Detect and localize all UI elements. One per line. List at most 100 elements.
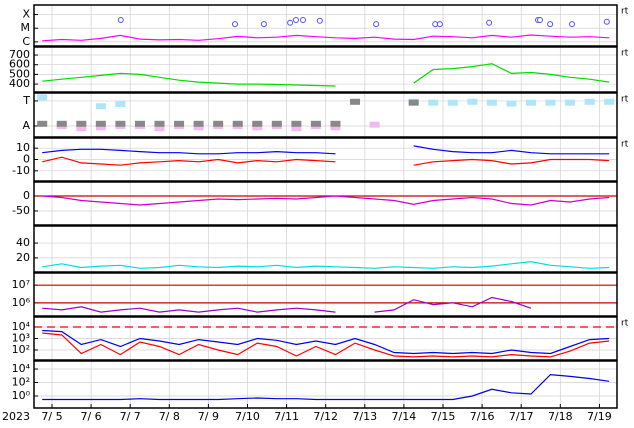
x-tick-label: 7/10 <box>235 410 260 423</box>
panel-frame <box>33 316 618 361</box>
panel-frame <box>33 92 618 138</box>
right-label: rt <box>621 7 629 17</box>
x-tick-label: 7/ 6 <box>80 410 101 423</box>
y-tick-label: -50 <box>12 204 30 217</box>
x-tick-label: 7/16 <box>470 410 495 423</box>
y-tick-label: 0 <box>23 189 30 202</box>
flare-marker <box>569 21 576 28</box>
point <box>76 120 87 127</box>
series-line <box>42 195 610 206</box>
x-tick-label: 7/ 7 <box>120 410 141 423</box>
x-tick-label: 7/12 <box>313 410 338 423</box>
y-tick-label: 10³ <box>12 331 30 344</box>
point <box>408 99 419 106</box>
series-line <box>42 296 532 313</box>
point <box>252 124 263 131</box>
right-label: rt <box>621 49 629 59</box>
point <box>486 99 497 106</box>
series-line <box>42 156 610 166</box>
y-tick-label: 40 <box>16 236 30 249</box>
y-tick-label: 10⁷ <box>12 278 30 291</box>
point <box>37 120 48 127</box>
x-tick-label: 7/11 <box>274 410 299 423</box>
y-tick-label: M <box>21 21 31 34</box>
panel-frame <box>33 272 618 317</box>
y-tick-label: X <box>22 8 30 21</box>
point <box>584 98 595 105</box>
y-tick-label: A <box>22 119 30 132</box>
point <box>252 120 263 127</box>
y-tick-label: 20 <box>16 251 30 264</box>
point <box>291 125 302 132</box>
point <box>232 120 243 127</box>
point <box>310 120 321 127</box>
flare-marker <box>231 21 238 28</box>
x-tick-label: 7/19 <box>587 410 612 423</box>
point <box>447 99 458 106</box>
y-tick-label: C <box>22 35 30 48</box>
point <box>154 125 165 132</box>
panel-frame <box>33 4 618 47</box>
series-line <box>42 145 610 155</box>
y-tick-label: 10⁰ <box>12 389 31 402</box>
y-tick-label: 600 <box>9 58 30 71</box>
point <box>95 120 106 127</box>
point <box>545 99 556 106</box>
year-label: 2023 <box>2 410 30 423</box>
point <box>428 99 439 106</box>
point <box>525 99 536 106</box>
point <box>115 101 126 107</box>
point <box>271 120 282 127</box>
y-tick-label: 10 <box>16 141 30 154</box>
y-tick-label: 10² <box>12 376 30 389</box>
right-label: rt <box>621 319 629 329</box>
point <box>506 100 517 107</box>
flare-marker <box>547 21 554 28</box>
point <box>467 98 478 105</box>
x-tick-label: 7/14 <box>392 410 417 423</box>
right-label: rt <box>621 140 629 150</box>
x-tick-label: 7/17 <box>509 410 534 423</box>
flare-marker <box>603 18 610 25</box>
point <box>213 120 224 127</box>
panel-frame <box>33 181 618 226</box>
point <box>330 120 341 127</box>
point <box>174 120 185 127</box>
y-tick-label: 10⁶ <box>12 296 31 309</box>
y-tick-label: T <box>22 94 30 107</box>
point <box>134 120 145 127</box>
panel-frame <box>33 46 618 93</box>
point <box>350 98 361 105</box>
flare-marker <box>436 21 443 28</box>
point <box>95 124 106 131</box>
point <box>76 125 87 132</box>
series-line <box>42 373 610 401</box>
point <box>56 120 67 127</box>
x-tick-label: 7/18 <box>548 410 573 423</box>
point <box>95 103 106 110</box>
flare-marker <box>373 21 380 28</box>
panel-frame <box>33 137 618 182</box>
point <box>37 94 48 101</box>
flare-marker <box>300 16 307 23</box>
y-tick-label: 700 <box>9 48 30 61</box>
series-line <box>42 332 610 358</box>
series-line <box>42 63 610 87</box>
series-line <box>42 260 610 269</box>
y-tick-label: 500 <box>9 67 30 80</box>
point <box>154 120 165 127</box>
point <box>115 120 126 127</box>
x-tick-label: 7/ 9 <box>198 410 219 423</box>
point <box>565 99 576 106</box>
point <box>330 124 341 131</box>
point <box>193 124 204 131</box>
point <box>291 120 302 127</box>
right-label: rt <box>621 95 629 105</box>
y-tick-label: -10 <box>12 164 30 177</box>
point <box>369 121 380 128</box>
flare-marker <box>536 16 543 23</box>
y-tick-label: 0 <box>23 153 30 166</box>
flare-marker <box>287 19 294 26</box>
series-line <box>42 34 610 42</box>
